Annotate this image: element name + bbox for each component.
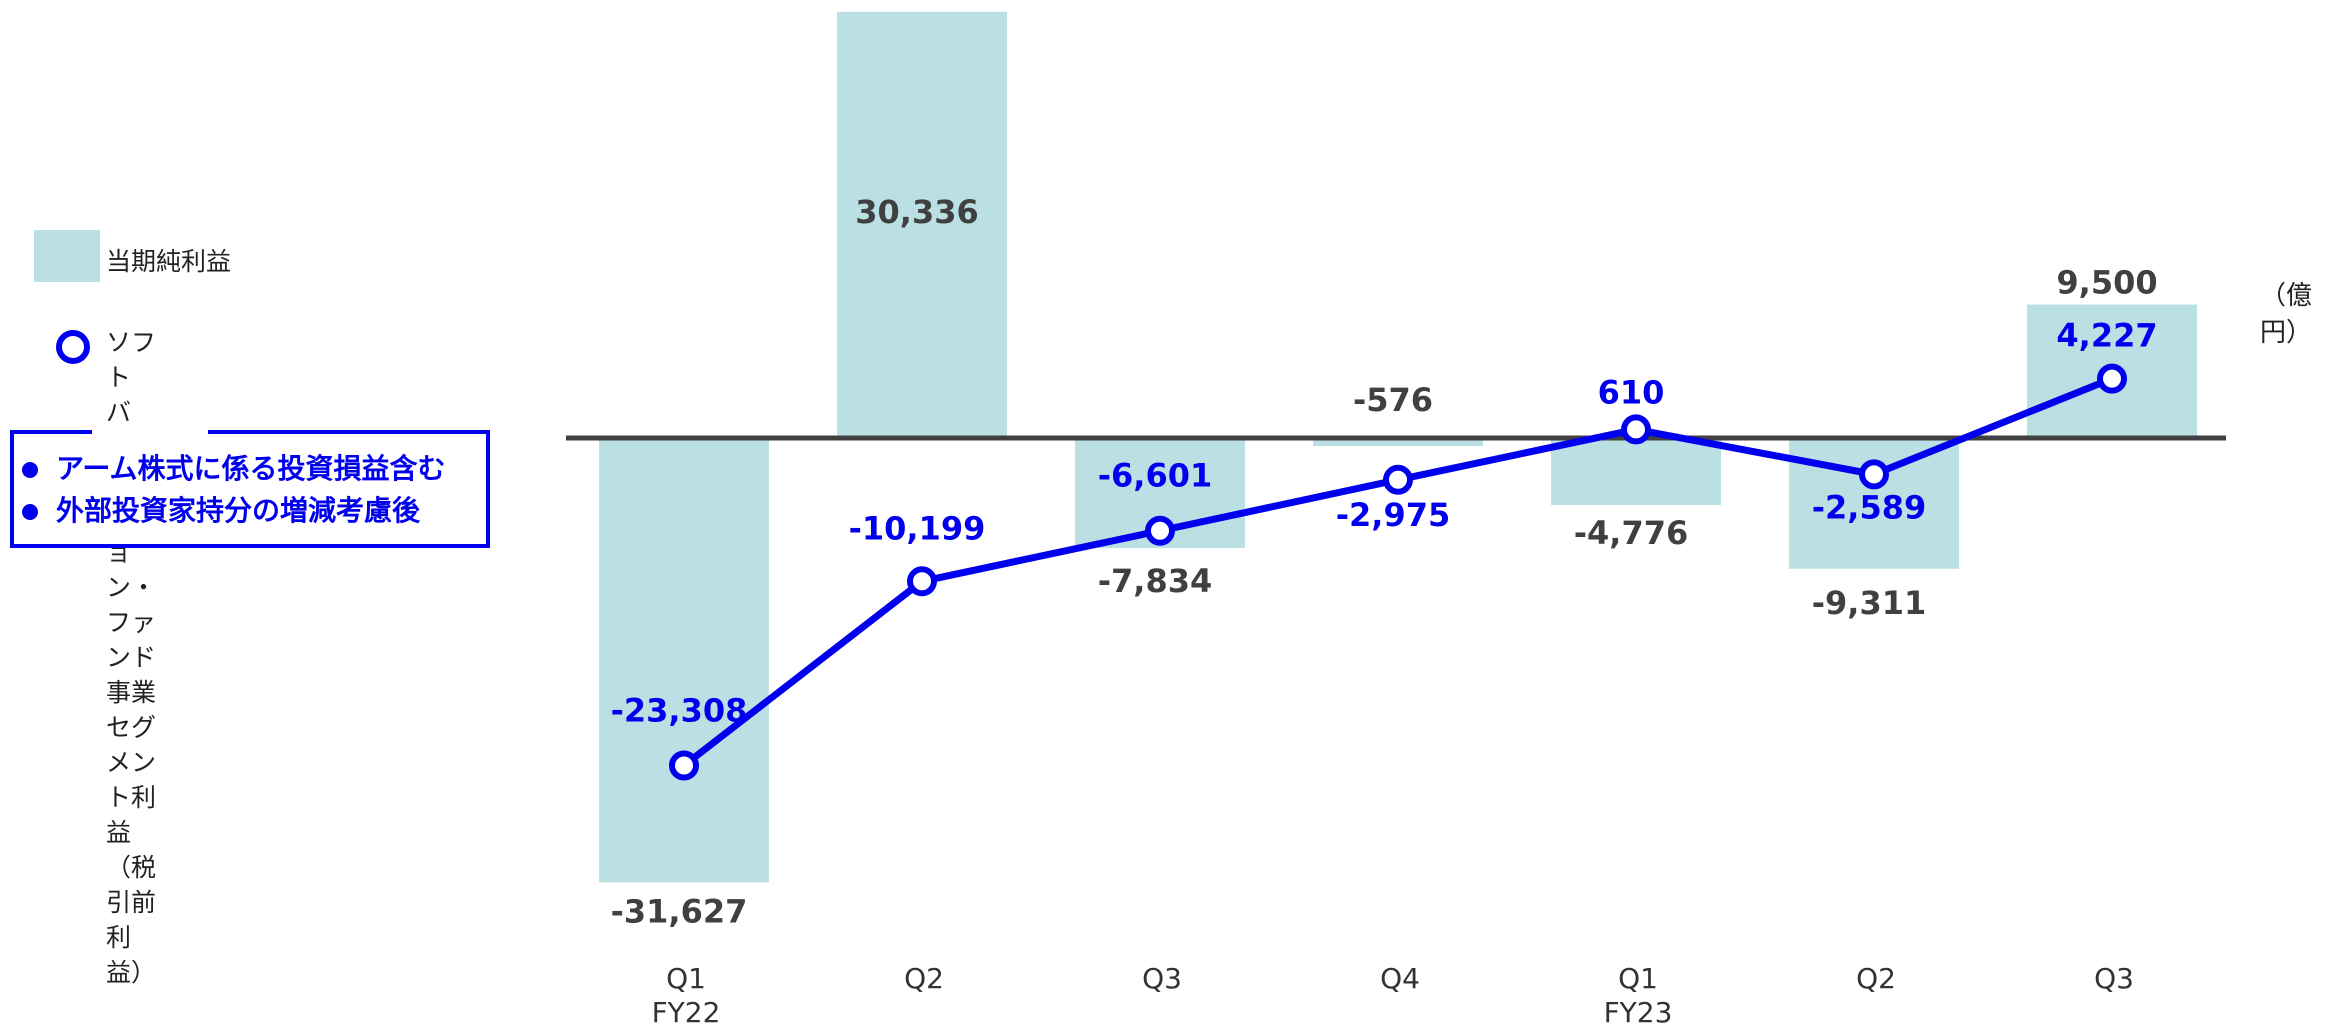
x-tick-label: Q2 xyxy=(904,962,944,995)
bar xyxy=(837,11,1007,438)
x-tick-label: Q3 xyxy=(1142,962,1182,995)
line-data-label: -6,601 xyxy=(1098,457,1213,495)
line-point xyxy=(2097,363,2127,394)
x-tick-label: Q1 xyxy=(1618,962,1658,995)
line-point xyxy=(1621,414,1651,445)
line-point xyxy=(1145,515,1175,546)
bullet-icon xyxy=(22,504,38,520)
bullet-icon xyxy=(22,462,38,478)
note-1: アーム株式に係る投資損益含む xyxy=(22,447,445,487)
bar-data-label: -7,834 xyxy=(1098,562,1213,600)
line-point xyxy=(669,750,699,781)
line-data-label: 4,227 xyxy=(2056,317,2157,355)
x-group-label: FY23 xyxy=(1604,996,1673,1026)
x-tick-label: Q2 xyxy=(1856,962,1896,995)
legend-bar-swatch xyxy=(34,230,100,282)
bar xyxy=(1551,438,1721,506)
bar xyxy=(599,438,769,883)
x-tick-label: Q1 xyxy=(666,962,706,995)
bar-data-label: 9,500 xyxy=(2056,264,2157,302)
note-1-text: アーム株式に係る投資損益含む xyxy=(56,452,446,485)
callout-pointer xyxy=(89,430,212,434)
note-2: 外部投資家持分の増減考慮後 xyxy=(22,489,420,529)
x-tick-label: Q3 xyxy=(2094,962,2134,995)
bar-data-label: 30,336 xyxy=(855,193,978,231)
legend-bar-label: 当期純利益 xyxy=(106,247,232,276)
line-point xyxy=(907,566,937,597)
legend-line-label-2: セグメント利益（税引前利益） xyxy=(106,713,157,987)
bar-data-label: -31,627 xyxy=(611,892,748,930)
line-data-label: -10,199 xyxy=(849,509,986,547)
line-data-label: 610 xyxy=(1598,373,1665,411)
bar-data-label: -576 xyxy=(1353,381,1433,419)
line-data-label: -2,589 xyxy=(1812,488,1927,526)
bar xyxy=(1313,438,1483,447)
bar-data-label: -9,311 xyxy=(1812,584,1927,622)
legend-line-marker-icon xyxy=(56,330,90,364)
line-data-label: -2,975 xyxy=(1336,496,1451,534)
x-group-label: FY22 xyxy=(652,996,721,1026)
legend-line-label: ソフトバンク・ビジョン・ファンド事業 セグメント利益（税引前利益） xyxy=(106,325,156,990)
notes-box xyxy=(10,430,490,548)
note-2-text: 外部投資家持分の増減考慮後 xyxy=(56,494,421,527)
x-tick-label: Q4 xyxy=(1380,962,1420,995)
line-point xyxy=(1383,464,1413,495)
bar-data-label: -4,776 xyxy=(1574,514,1689,552)
line-point xyxy=(1859,459,1889,490)
line-data-label: -23,308 xyxy=(611,691,748,729)
unit-label: （億円） xyxy=(2260,281,2313,348)
